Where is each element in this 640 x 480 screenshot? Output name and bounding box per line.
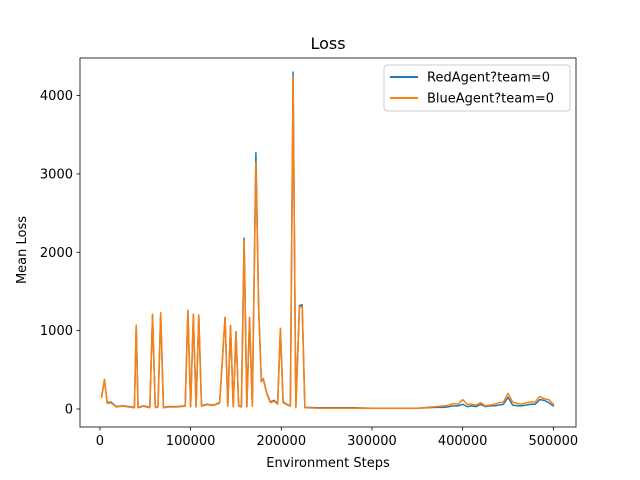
x-tick-label: 200000: [256, 434, 306, 449]
axes-frame: [79, 57, 577, 428]
legend-box: [383, 64, 571, 112]
y-tick-label: 1000: [40, 324, 73, 339]
y-tick-label: 0: [65, 402, 73, 417]
x-tick-label: 500000: [529, 434, 579, 449]
legend-entry-0: RedAgent?team=0: [427, 71, 550, 86]
x-tick-label: 300000: [347, 434, 397, 449]
y-tick-label: 3000: [40, 167, 73, 182]
x-tick-label: 400000: [438, 434, 488, 449]
legend-entry-1: BlueAgent?team=0: [427, 92, 554, 107]
x-tick-label: 0: [96, 434, 104, 449]
legend: RedAgent?team=0 BlueAgent?team=0: [383, 64, 571, 112]
series-line-1: [100, 76, 555, 410]
y-axis: 0 1000 2000 3000 4000: [40, 89, 80, 417]
plot-area: [79, 57, 577, 428]
x-tick-label: 100000: [166, 434, 216, 449]
y-tick-label: 4000: [40, 89, 73, 104]
x-axis-label: Environment Steps: [266, 456, 390, 471]
x-axis: 0 100000 200000 300000 400000 500000: [96, 427, 578, 449]
y-tick-label: 2000: [40, 246, 73, 261]
y-axis-label: Mean Loss: [15, 216, 30, 284]
chart-title: Loss: [310, 34, 345, 53]
